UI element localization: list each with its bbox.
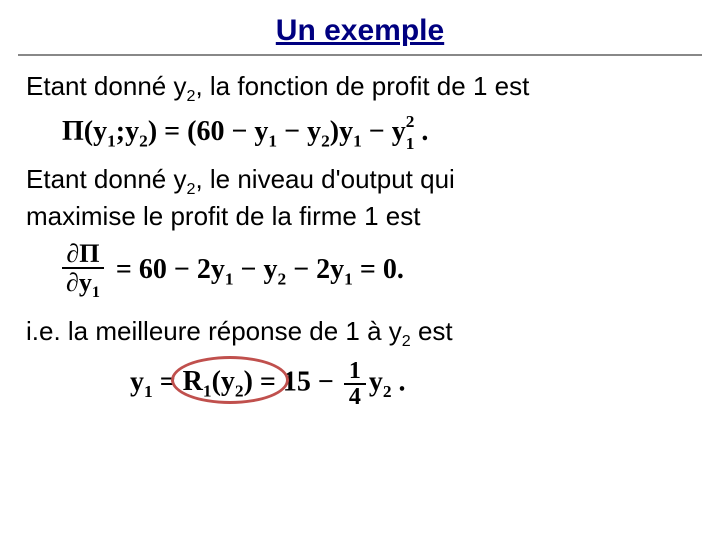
subscript: 2 xyxy=(383,382,392,401)
circled-term: R1(y2) xyxy=(183,366,253,402)
paragraph-2: Etant donné y2, le niveau d'output qui m… xyxy=(0,163,720,232)
partial-fraction: ∂Π ∂y1 xyxy=(62,240,104,302)
paragraph-1: Etant donné y2, la fonction de profit de… xyxy=(0,70,720,106)
text: − xyxy=(224,116,254,147)
fraction-one-quarter: 14 xyxy=(344,359,366,409)
text: − xyxy=(311,366,341,397)
subscript: 1 xyxy=(353,131,362,150)
text: Etant donné y xyxy=(26,164,186,194)
text: ; xyxy=(116,116,125,147)
text: 60 xyxy=(196,116,224,147)
subscript: 1 xyxy=(225,269,234,288)
text: ) xyxy=(148,116,157,147)
text: ( xyxy=(212,366,221,397)
text: = xyxy=(116,254,139,285)
text: 2 xyxy=(316,254,330,285)
text: y xyxy=(339,116,353,147)
equation-best-response: y1 = R1(y2) = 15 − 14y2 . xyxy=(0,351,720,421)
subscript: 2 xyxy=(321,131,330,150)
text: y xyxy=(307,116,321,147)
subscript: 1 xyxy=(92,285,100,302)
slide-title: Un exemple xyxy=(0,0,720,54)
text: y xyxy=(221,366,235,397)
subscript: 1 xyxy=(107,131,116,150)
subscript: 2 xyxy=(235,382,244,401)
subscript: 2 xyxy=(139,131,148,150)
partial-symbol: ∂ xyxy=(66,239,79,268)
partial-symbol: ∂ xyxy=(66,268,79,297)
text: ) xyxy=(244,366,253,397)
denominator: 4 xyxy=(344,385,366,409)
text: 0 xyxy=(383,254,397,285)
text: R xyxy=(183,366,203,397)
equation-text: y1 = R1(y2) = 15 − 14y2 . xyxy=(130,359,406,409)
text: = xyxy=(253,366,283,397)
text: est xyxy=(411,316,453,346)
text: − xyxy=(234,254,264,285)
text: , la fonction de profit de 1 est xyxy=(195,71,529,101)
superscript: 2 xyxy=(406,112,415,131)
denominator: ∂y1 xyxy=(62,269,104,302)
text: y xyxy=(79,268,92,297)
text: y xyxy=(392,116,406,147)
text: − xyxy=(167,254,197,285)
pi-symbol: Π xyxy=(62,116,84,147)
text: maximise le profit de la firme 1 est xyxy=(26,201,420,231)
text: y xyxy=(369,366,383,397)
text: . xyxy=(392,366,406,397)
paragraph-3: i.e. la meilleure réponse de 1 à y2 est xyxy=(0,315,720,351)
text: , le niveau d'output qui xyxy=(195,164,454,194)
equation-profit: Π(y1;y2) = (60 − y1 − y2)y1 − y21 . xyxy=(0,106,720,163)
text: Etant donné y xyxy=(26,71,186,101)
text: y xyxy=(211,254,225,285)
numerator: 1 xyxy=(344,359,366,385)
text: = xyxy=(153,366,183,397)
text: y xyxy=(130,366,144,397)
numerator: ∂Π xyxy=(62,240,104,269)
subscript: 2 xyxy=(278,269,287,288)
subscript: 1 xyxy=(344,269,353,288)
text: y xyxy=(254,116,268,147)
subscript: 2 xyxy=(402,332,411,350)
text: = xyxy=(157,116,187,147)
text: y xyxy=(93,116,107,147)
subscript: 1 xyxy=(406,134,415,154)
subscript: 1 xyxy=(144,382,153,401)
subscript: 1 xyxy=(203,382,212,401)
text: − xyxy=(286,254,316,285)
text: y xyxy=(264,254,278,285)
text: . xyxy=(397,254,404,285)
text: − xyxy=(277,116,307,147)
pi-symbol: Π xyxy=(79,239,99,268)
text: y xyxy=(330,254,344,285)
text: . xyxy=(414,116,428,147)
text: 2 xyxy=(197,254,211,285)
text: = xyxy=(353,254,383,285)
equation-foc: ∂Π ∂y1 = 60 − 2y1 − y2 − 2y1 = 0. xyxy=(0,232,720,314)
text: ( xyxy=(84,116,93,147)
equation-text: = 60 − 2y1 − y2 − 2y1 = 0. xyxy=(116,254,404,290)
text: ) xyxy=(330,116,339,147)
text: 60 xyxy=(139,254,167,285)
text: y xyxy=(125,116,139,147)
subscript: 1 xyxy=(268,131,277,150)
text: − xyxy=(362,116,392,147)
text: 15 xyxy=(283,366,311,397)
text: i.e. la meilleure réponse de 1 à y xyxy=(26,316,402,346)
title-divider xyxy=(18,54,702,56)
equation-text: Π(y1;y2) = (60 − y1 − y2)y1 − y21 . xyxy=(62,116,428,147)
